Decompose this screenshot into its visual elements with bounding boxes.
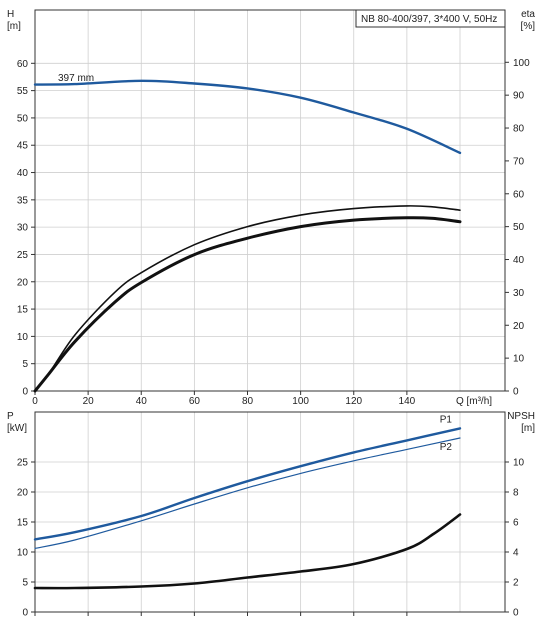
- plot-frame-0: [34, 9, 506, 392]
- left-tick-label-0-6: 30: [17, 223, 29, 234]
- right-tick-label-0-7: 70: [513, 156, 525, 167]
- series-line-0-3: [33, 216, 462, 393]
- x-tick-label-1: 20: [83, 396, 95, 407]
- left-tick-label-0-1: 5: [22, 359, 28, 370]
- series-line-1-1: [34, 437, 461, 549]
- right-tick-label-0-3: 30: [513, 288, 525, 299]
- left-tick-label-0-11: 55: [17, 86, 29, 97]
- left-axis-unit-0: [m]: [7, 21, 21, 32]
- x-tick-label-3: 60: [189, 396, 201, 407]
- series-label-p1: P1: [440, 414, 453, 425]
- left-axis-unit-1: [kW]: [7, 423, 27, 434]
- x-tick-label-6: 120: [345, 396, 362, 407]
- left-tick-label-0-7: 35: [17, 195, 29, 206]
- series-line-0-2: [34, 205, 461, 392]
- right-tick-label-0-6: 60: [513, 189, 525, 200]
- series-line-1-2: [33, 513, 462, 590]
- x-tick-label-2: 40: [136, 396, 148, 407]
- right-axis-label-1: NPSH: [507, 411, 535, 422]
- left-tick-label-0-9: 45: [17, 141, 29, 152]
- left-tick-label-1-5: 25: [17, 458, 29, 469]
- right-tick-label-0-0: 0: [513, 387, 519, 398]
- left-tick-label-0-3: 15: [17, 305, 29, 316]
- x-tick-label-5: 100: [292, 396, 309, 407]
- series-line-1-0: [33, 427, 462, 541]
- x-axis-label: Q [m³/h]: [456, 396, 492, 407]
- right-axis-unit-0: [%]: [521, 21, 536, 32]
- right-tick-label-1-3: 6: [513, 518, 519, 529]
- title-box: [355, 9, 506, 28]
- impeller-diameter-label: 397 mm: [58, 73, 94, 84]
- left-tick-label-0-10: 50: [17, 113, 29, 124]
- left-tick-label-0-0: 0: [22, 387, 28, 398]
- right-tick-label-1-2: 4: [513, 548, 519, 559]
- left-tick-label-0-2: 10: [17, 332, 29, 343]
- right-tick-label-0-2: 20: [513, 321, 525, 332]
- left-axis-label-0: H: [7, 9, 14, 20]
- right-tick-label-0-9: 90: [513, 91, 525, 102]
- right-axis-label-0: eta: [521, 9, 535, 20]
- chart-title: NB 80-400/397, 3*400 V, 50Hz: [361, 14, 497, 25]
- right-tick-label-0-4: 40: [513, 255, 525, 266]
- right-tick-label-0-5: 50: [513, 222, 525, 233]
- right-tick-label-1-5: 10: [513, 458, 525, 469]
- left-tick-label-0-5: 25: [17, 250, 29, 261]
- right-tick-label-0-8: 80: [513, 124, 525, 135]
- series-label-p2: P2: [440, 442, 453, 453]
- left-tick-label-1-1: 5: [22, 578, 28, 589]
- right-tick-label-1-4: 8: [513, 488, 519, 499]
- left-tick-label-0-4: 20: [17, 277, 29, 288]
- right-tick-label-1-0: 0: [513, 608, 519, 619]
- x-tick-label-4: 80: [242, 396, 254, 407]
- right-tick-label-1-1: 2: [513, 578, 519, 589]
- x-tick-label-7: 140: [399, 396, 416, 407]
- right-tick-label-0-1: 10: [513, 354, 525, 365]
- series-line-0-1: [34, 83, 76, 86]
- left-axis-label-1: P: [7, 411, 14, 422]
- x-tick-label-0: 0: [32, 396, 38, 407]
- left-tick-label-1-2: 10: [17, 548, 29, 559]
- plot-frame-1: [34, 411, 506, 613]
- left-tick-label-0-8: 40: [17, 168, 29, 179]
- left-tick-label-0-12: 60: [17, 59, 29, 70]
- right-axis-unit-1: [m]: [521, 423, 535, 434]
- left-tick-label-1-4: 20: [17, 488, 29, 499]
- left-tick-label-1-3: 15: [17, 518, 29, 529]
- right-tick-label-0-10: 100: [513, 58, 530, 69]
- left-tick-label-1-0: 0: [22, 608, 28, 619]
- series-line-0-0: [33, 79, 462, 155]
